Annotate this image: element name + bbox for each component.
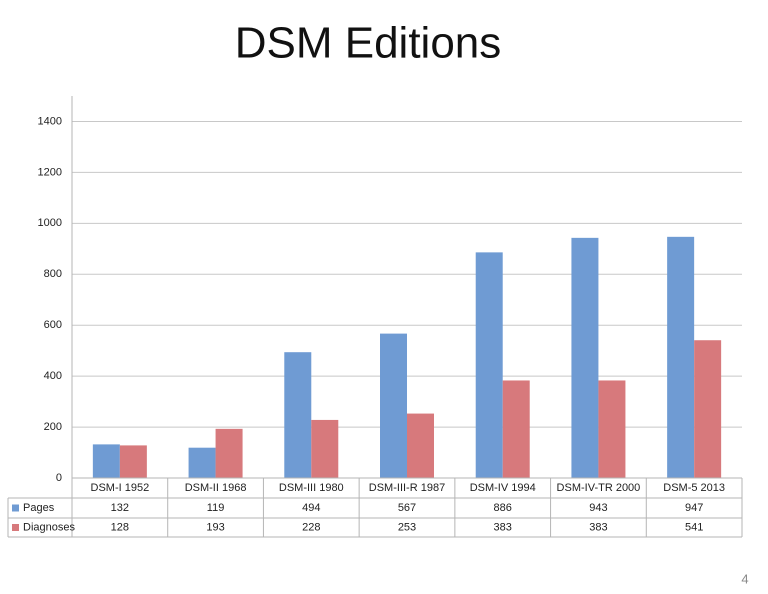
- bar: [119, 445, 147, 478]
- x-tick-label: DSM-I 1952: [91, 482, 150, 494]
- bar: [694, 340, 722, 478]
- table-cell: 383: [494, 521, 512, 533]
- x-tick-label: DSM-IV-TR 2000: [557, 482, 641, 494]
- bar: [407, 413, 434, 478]
- table-cell: 253: [398, 521, 416, 533]
- bar: [571, 237, 599, 478]
- bar: [380, 333, 407, 478]
- table-cell: 494: [302, 502, 320, 514]
- x-tick-label: DSM-III-R 1987: [369, 482, 445, 494]
- table-cell: 886: [494, 502, 512, 514]
- legend-label: Pages: [23, 502, 55, 514]
- table-cell: 383: [589, 521, 607, 533]
- bar: [215, 428, 243, 478]
- bar: [311, 419, 339, 478]
- x-tick-label: DSM-5 2013: [663, 482, 725, 494]
- y-tick-label: 600: [44, 319, 62, 331]
- bar: [188, 447, 216, 478]
- table-cell: 132: [111, 502, 129, 514]
- y-tick-label: 1200: [38, 166, 62, 178]
- table-cell: 128: [111, 521, 129, 533]
- slide-number: 4: [741, 571, 748, 586]
- bar: [475, 252, 503, 478]
- x-tick-label: DSM-III 1980: [279, 482, 344, 494]
- table-cell: 193: [206, 521, 224, 533]
- bar: [598, 380, 626, 478]
- x-tick-label: DSM-II 1968: [185, 482, 247, 494]
- y-tick-label: 1000: [38, 217, 62, 229]
- legend-label: Diagnoses: [23, 521, 75, 533]
- bar: [284, 352, 312, 478]
- table-cell: 567: [398, 502, 416, 514]
- legend-key: [12, 504, 19, 512]
- y-tick-label: 0: [56, 472, 62, 484]
- table-cell: 119: [207, 502, 225, 514]
- table-cell: 943: [589, 502, 607, 514]
- y-tick-label: 1400: [38, 115, 62, 127]
- bar: [667, 236, 695, 478]
- table-cell: 541: [685, 521, 703, 533]
- bar: [92, 444, 120, 478]
- table-cell: 228: [302, 521, 320, 533]
- legend-key: [12, 524, 19, 531]
- bar: [502, 380, 530, 478]
- x-tick-label: DSM-IV 1994: [470, 482, 536, 494]
- y-tick-label: 200: [44, 421, 62, 433]
- y-tick-label: 400: [44, 370, 62, 382]
- table-cell: 947: [685, 502, 703, 514]
- y-tick-label: 800: [44, 268, 62, 280]
- chart-title: DSM Editions: [235, 19, 502, 68]
